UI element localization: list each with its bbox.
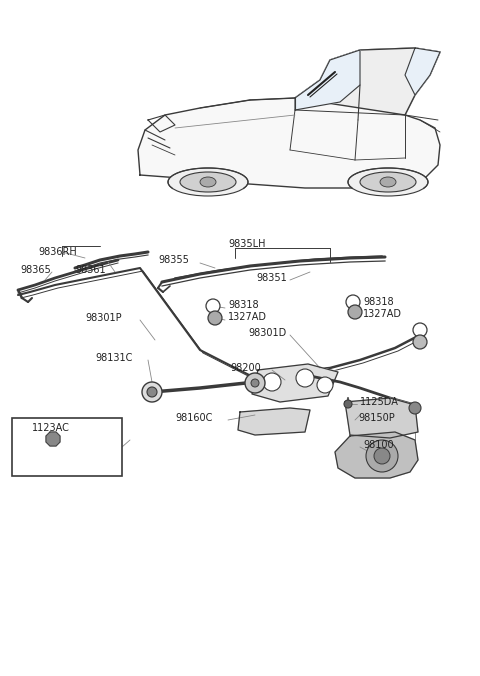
Text: 1125DA: 1125DA <box>360 397 399 407</box>
Text: 98365: 98365 <box>20 265 51 275</box>
Circle shape <box>374 448 390 464</box>
Circle shape <box>413 335 427 349</box>
Text: 98301P: 98301P <box>85 313 121 323</box>
Text: 1327AD: 1327AD <box>363 309 402 319</box>
Circle shape <box>296 369 314 387</box>
Text: 98100: 98100 <box>363 440 394 450</box>
Text: 98131C: 98131C <box>95 353 132 363</box>
FancyBboxPatch shape <box>12 418 122 476</box>
Polygon shape <box>46 432 60 446</box>
Text: 98160C: 98160C <box>175 413 212 423</box>
Circle shape <box>413 323 427 337</box>
Ellipse shape <box>360 172 416 192</box>
Ellipse shape <box>180 172 236 192</box>
Circle shape <box>245 373 265 393</box>
Circle shape <box>208 311 222 325</box>
Text: 1327AD: 1327AD <box>228 312 267 322</box>
Text: 1123AC: 1123AC <box>32 423 70 433</box>
Circle shape <box>344 400 352 408</box>
Ellipse shape <box>380 177 396 187</box>
Text: 98318: 98318 <box>228 300 259 310</box>
Ellipse shape <box>348 168 428 196</box>
Text: 98361: 98361 <box>75 265 106 275</box>
Text: 9836RH: 9836RH <box>38 247 77 257</box>
Polygon shape <box>252 364 338 402</box>
Circle shape <box>348 305 362 319</box>
Text: 98351: 98351 <box>256 273 287 283</box>
Circle shape <box>346 295 360 309</box>
Text: 9835LH: 9835LH <box>228 239 265 249</box>
Ellipse shape <box>200 177 216 187</box>
Circle shape <box>263 373 281 391</box>
Polygon shape <box>335 432 418 478</box>
Circle shape <box>366 440 398 472</box>
Polygon shape <box>238 408 310 435</box>
Text: 98301D: 98301D <box>248 328 286 338</box>
Polygon shape <box>295 50 360 110</box>
Text: 98355: 98355 <box>158 255 189 265</box>
Circle shape <box>142 382 162 402</box>
Text: 98150P: 98150P <box>358 413 395 423</box>
Polygon shape <box>345 398 418 438</box>
Circle shape <box>206 299 220 313</box>
Circle shape <box>251 379 259 387</box>
Circle shape <box>317 377 333 393</box>
Polygon shape <box>405 48 440 95</box>
Circle shape <box>147 387 157 397</box>
Text: 98200: 98200 <box>230 363 261 373</box>
Polygon shape <box>295 48 440 115</box>
Text: 98318: 98318 <box>363 297 394 307</box>
Polygon shape <box>138 48 440 188</box>
Circle shape <box>409 402 421 414</box>
Ellipse shape <box>168 168 248 196</box>
